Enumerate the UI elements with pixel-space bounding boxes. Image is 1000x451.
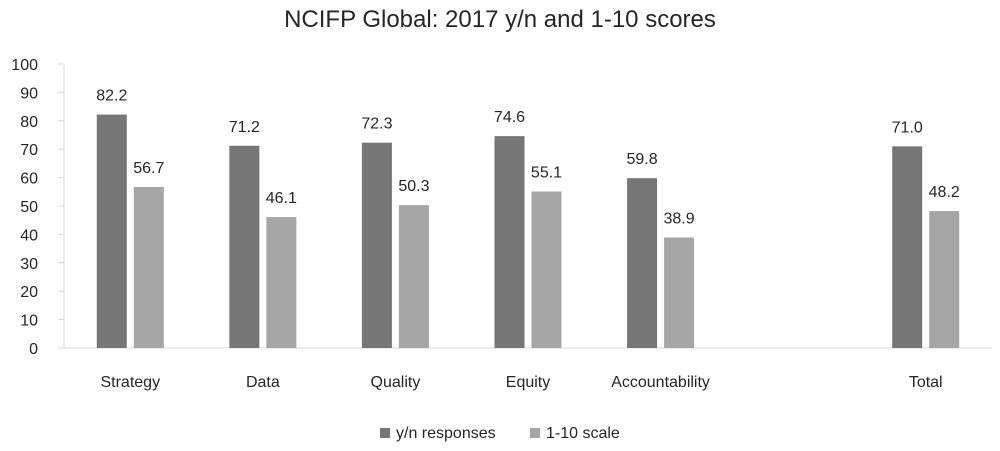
y-tick-label: 20	[20, 284, 38, 301]
category-label: Quality	[371, 374, 421, 391]
data-label: 46.1	[266, 190, 297, 207]
legend-swatch	[530, 428, 540, 438]
data-labels: 82.2 56.7 71.2 46.1 72.3 50.3 74.6 55.1 59.8 38.9…	[96, 88, 960, 228]
bar	[96, 114, 127, 348]
data-label: 82.2	[96, 88, 127, 105]
y-tick-label: 30	[20, 256, 38, 273]
bar	[266, 217, 297, 348]
y-tick-label: 0	[29, 341, 38, 358]
bar	[133, 186, 164, 348]
category-label: Total	[909, 374, 943, 391]
data-label: 38.9	[664, 211, 695, 228]
y-tick-label: 10	[20, 313, 38, 330]
bar	[494, 136, 525, 348]
y-tick-label: 80	[20, 114, 38, 131]
data-label: 48.2	[929, 184, 960, 201]
y-tick-label: 100	[11, 57, 38, 74]
data-label: 55.1	[531, 165, 562, 182]
data-label: 71.2	[229, 119, 260, 136]
data-label: 50.3	[398, 178, 429, 195]
y-tick-label: 60	[20, 171, 38, 188]
data-label: 56.7	[133, 160, 164, 177]
category-label: Accountability	[611, 374, 710, 391]
chart-title: NCIFP Global: 2017 y/n and 1-10 scores	[284, 6, 716, 33]
y-tick-label: 90	[20, 85, 38, 102]
category-label: Data	[246, 374, 280, 391]
bar	[398, 205, 429, 348]
bar	[627, 178, 658, 348]
bar	[892, 146, 923, 348]
y-tick-label: 70	[20, 142, 38, 159]
legend-swatch	[380, 428, 390, 438]
data-label: 71.0	[892, 119, 923, 136]
category-label: Strategy	[100, 374, 160, 391]
bars	[96, 114, 960, 348]
data-label: 74.6	[494, 109, 525, 126]
y-tick-label: 50	[20, 199, 38, 216]
bar	[664, 237, 695, 348]
legend: y/n responses 1-10 scale	[380, 425, 620, 442]
bar	[929, 211, 960, 348]
legend-label: y/n responses	[396, 425, 496, 442]
category-label: Equity	[506, 374, 550, 391]
bar	[229, 145, 260, 348]
y-tick-label: 40	[20, 227, 38, 244]
bar	[531, 191, 562, 348]
y-axis-ticks: 0 10 20 30 40 50 60 70 80 90 100	[11, 57, 64, 358]
category-labels: Strategy Data Quality Equity Accountability T…	[100, 374, 942, 391]
data-label: 72.3	[361, 116, 392, 133]
bar	[361, 142, 392, 348]
data-label: 59.8	[627, 151, 658, 168]
legend-label: 1-10 scale	[546, 425, 620, 442]
